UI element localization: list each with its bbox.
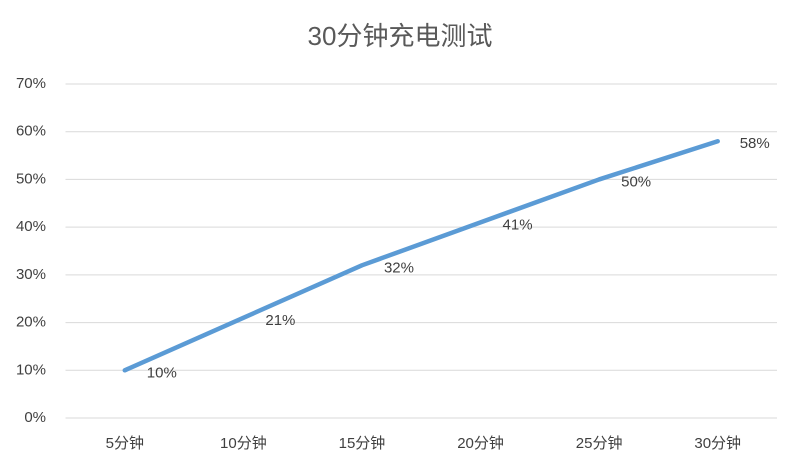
data-label: 32% xyxy=(384,259,414,276)
data-line xyxy=(122,139,720,373)
y-tick-label: 60% xyxy=(16,123,46,140)
data-label: 10% xyxy=(147,364,177,381)
y-tick-label: 30% xyxy=(16,266,46,283)
y-tick-label: 50% xyxy=(16,170,46,187)
data-label: 50% xyxy=(621,173,651,190)
chart-title: 30分钟充电测试 xyxy=(308,21,493,51)
data-label: 41% xyxy=(503,216,533,233)
y-tick-label: 0% xyxy=(24,409,46,426)
y-tick-label: 20% xyxy=(16,314,46,331)
data-label: 58% xyxy=(740,135,770,152)
data-label: 21% xyxy=(265,312,295,329)
x-tick-label: 15分钟 xyxy=(339,435,386,452)
y-tick-label: 40% xyxy=(16,218,46,235)
x-tick-label: 30分钟 xyxy=(694,435,741,452)
x-tick-label: 10分钟 xyxy=(220,435,267,452)
y-tick-label: 10% xyxy=(16,361,46,378)
x-tick-label: 25分钟 xyxy=(576,435,623,452)
y-tick-label: 70% xyxy=(16,75,46,92)
x-tick-label: 20分钟 xyxy=(457,435,504,452)
x-tick-label: 5分钟 xyxy=(106,435,144,452)
